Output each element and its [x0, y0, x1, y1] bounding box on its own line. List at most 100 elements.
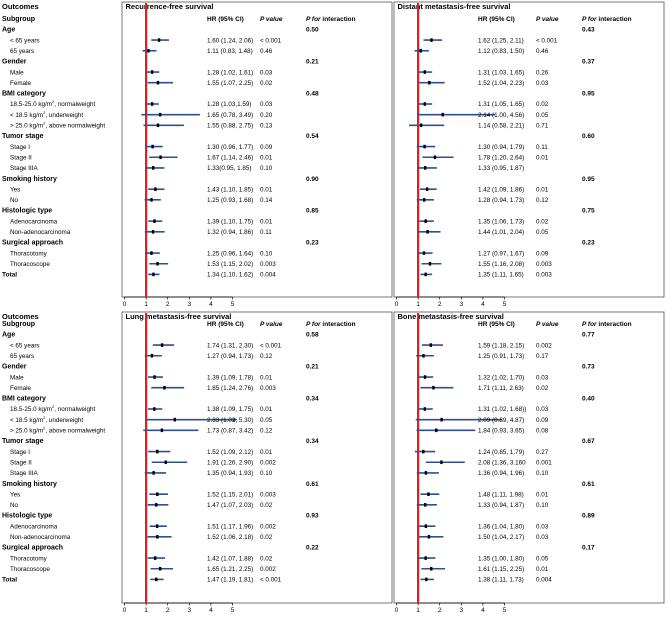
p-value-text: 0.01: [260, 218, 273, 225]
hr-point-estimate: [430, 566, 433, 571]
hr-point-estimate: [422, 198, 426, 202]
p-value-column-header: P value: [536, 321, 559, 328]
hr-ci-text: 1.35 (1.06, 1.73): [478, 218, 524, 225]
hr-ci-text: 2.33 (1.02, 5.30): [207, 417, 253, 424]
x-tick-label: 5: [231, 301, 235, 308]
subgroup-header: Subgroup: [2, 321, 35, 328]
hr-ci-text: 1.52 (1.15, 2.01): [207, 491, 253, 498]
hr-ci-text: 1.36 (0.94, 1.96): [478, 470, 524, 477]
panel-title: Distant metastasis-free survival: [398, 2, 511, 11]
p-value-column-header: P value: [260, 16, 283, 23]
subgroup-category-label: BMI category: [2, 91, 46, 98]
p-value-text: 0.01: [260, 374, 273, 381]
subgroup-label-column: Outcomes Subgroup Age < 65 years 65 years Gen…: [2, 2, 105, 279]
p-value-text: 0.46: [536, 48, 549, 55]
subgroup-item-label: > 25.0 kg/m2, above normalweight: [10, 426, 105, 435]
hr-point-estimate: [423, 407, 426, 411]
hr-point-estimate: [428, 80, 431, 85]
subgroup-category-label: Tumor stage: [2, 438, 44, 445]
hr-ci-text: 1.48 (1.11, 1.98): [478, 491, 524, 498]
x-tick-label: 3: [459, 607, 463, 614]
hr-ci-text: 1.55 (1.07, 2.25): [207, 80, 253, 87]
hr-ci-text: 1.33(0.95, 1.85): [207, 165, 251, 172]
p-value-text: 0.03: [260, 101, 273, 108]
x-tick-label: 5: [231, 607, 235, 614]
hr-ci-text: 1.53 (1.15, 2.02): [207, 261, 253, 268]
subgroup-item-label: Female: [10, 80, 31, 87]
hr-ci-text: 1.42 (1.07, 1.88): [207, 555, 253, 562]
subgroup-item-label: 18.5-25.0 kg/m2, normalweight: [10, 404, 95, 413]
hr-point-estimate: [155, 524, 159, 528]
subgroup-category-label: Tumor stage: [2, 133, 44, 140]
hr-ci-text: 1.60 (1.24, 2.06): [207, 37, 253, 44]
hr-ci-text: 1.25 (0.96, 1.64): [207, 250, 253, 257]
hr-ci-text: 1.24 (0.85, 1.79): [478, 449, 524, 456]
superscript: 2: [52, 99, 55, 104]
hr-ci-text: 1.27 (0.94, 1.73): [207, 353, 253, 360]
p-value-text: 0.01: [260, 186, 273, 193]
interaction-p-value: 0.43: [582, 27, 595, 34]
label-suffix: , underweight: [45, 112, 83, 119]
panel-title: Lung metastasis-free survival: [126, 312, 232, 321]
subgroup-item-label: Female: [10, 385, 31, 392]
hr-point-estimate: [432, 385, 435, 390]
interaction-p-value: 0.54: [306, 133, 319, 140]
interaction-p-value: 0.34: [306, 438, 319, 445]
hr-point-estimate: [156, 535, 159, 539]
interaction-p-value: 0.73: [582, 364, 595, 371]
hr-ci-text: 1.25 (0.91, 1.73): [478, 353, 524, 360]
subgroup-category-label: Gender: [2, 364, 27, 371]
subgroup-item-label: 65 years: [10, 48, 34, 55]
interaction-p-value: 0.23: [582, 240, 595, 247]
superscript: 2: [43, 426, 46, 431]
p-value-text: 0.09: [536, 250, 549, 257]
hr-point-estimate: [433, 155, 437, 160]
hr-ci-text: 1.36 (1.04, 1.80): [478, 523, 524, 530]
hr-point-estimate: [156, 449, 159, 454]
subgroup-header: Subgroup: [2, 16, 35, 23]
p-value-text: 0.02: [260, 534, 273, 541]
subgroup-item-label: Adenocarcinoma: [10, 523, 58, 530]
hr-point-estimate: [419, 48, 422, 53]
total-label: Total: [2, 272, 17, 279]
hr-ci-text: 1.42 (1.09, 1.86): [478, 186, 524, 193]
p-value-column-header: P value: [260, 321, 283, 328]
p-value-text: 0.13: [260, 123, 273, 130]
p-value-text: 0.003: [536, 261, 552, 268]
subgroup-item-label: No: [10, 502, 19, 509]
hr-ci-text: 1.25 (0.93, 1.68): [207, 197, 253, 204]
interaction-column-header-rest: interaction: [321, 16, 356, 23]
interaction-p-value: 0.95: [582, 91, 595, 98]
x-tick-label: 2: [166, 301, 170, 308]
subgroup-item-label: Thoracoscope: [10, 566, 50, 573]
p-value-text: 0.003: [260, 385, 276, 392]
hr-point-estimate: [151, 144, 154, 149]
hr-point-estimate: [151, 230, 155, 234]
hr-point-estimate: [422, 251, 426, 255]
p-value-text: 0.003: [260, 491, 276, 498]
hr-point-estimate: [164, 460, 167, 465]
superscript: 2: [43, 110, 46, 115]
p-value-text: 0.02: [536, 101, 549, 108]
total-label: Total: [2, 577, 17, 584]
hr-point-estimate: [426, 230, 429, 234]
interaction-column-header-rest: interaction: [321, 321, 356, 328]
hr-point-estimate: [153, 407, 156, 411]
hr-point-estimate: [160, 428, 164, 433]
hr-ci-text: 1.71 (1.11, 2.63): [478, 385, 524, 392]
interaction-column-header: P for interaction: [582, 321, 632, 328]
hr-ci-text: 1.30 (0.96, 1.77): [207, 144, 253, 151]
hr-point-estimate: [152, 272, 155, 277]
superscript: 2: [52, 404, 55, 409]
hr-point-estimate: [423, 102, 426, 106]
subgroup-item-label: Stage I: [10, 144, 30, 151]
hr-ci-text: 1.39 (1.10, 1.75): [207, 218, 253, 225]
hr-ci-text: 1.43 (1.10, 1.85): [207, 186, 253, 193]
panel-frame: [393, 311, 665, 604]
hr-ci-text: 1.35 (1.11, 1.65): [478, 272, 524, 279]
interaction-p-value: 0.77: [582, 332, 595, 339]
x-tick-label: 3: [187, 301, 191, 308]
subgroup-category-label: Surgical approach: [2, 545, 63, 552]
p-value-text: 0.05: [260, 417, 273, 424]
